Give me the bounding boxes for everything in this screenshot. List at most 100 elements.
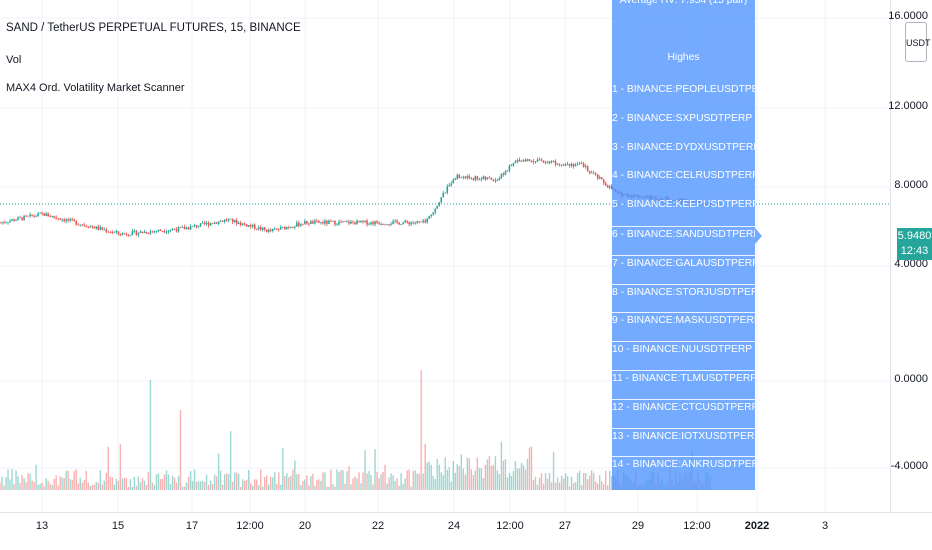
volatility-scanner-table: Average HV: 7.954 (15 pair) Highes 1 - B…: [612, 0, 755, 490]
volume-bar: [490, 465, 493, 490]
volume-bar: [131, 486, 134, 490]
volume-bar: [67, 470, 69, 490]
volume-bar: [578, 470, 581, 490]
candle: [5, 222, 7, 224]
volume-bar: [195, 481, 198, 490]
candle: [55, 217, 57, 219]
candle: [231, 218, 234, 223]
candle: [604, 183, 607, 186]
volume-bar: [498, 474, 501, 490]
candle: [133, 230, 136, 232]
volume-bar: [197, 481, 200, 490]
candle: [384, 224, 386, 226]
candle: [488, 177, 491, 179]
volume-bar: [452, 460, 454, 490]
symbol-legend[interactable]: SAND / TetherUS PERPETUAL FUTURES, 15, B…: [6, 22, 301, 34]
candle: [141, 231, 144, 233]
candle: [444, 192, 447, 194]
volume-bar: [574, 482, 577, 490]
candle: [45, 213, 47, 216]
volume-bar: [611, 475, 613, 490]
candle: [165, 231, 168, 233]
candle: [223, 219, 226, 222]
candle: [239, 222, 242, 225]
volume-bar: [468, 458, 471, 490]
volume-bar: [538, 477, 541, 490]
time-axis[interactable]: 13 15 17 12:00 20 22 24 12:00 27 29 12:00 2022 3: [0, 512, 932, 550]
candle: [163, 231, 166, 233]
volume-bar: [458, 465, 460, 490]
candle: [183, 226, 186, 230]
volume-bar: [15, 470, 17, 490]
volume-bar: [328, 486, 330, 490]
volume-bar: [260, 469, 262, 490]
candle: [490, 178, 493, 180]
candle: [462, 176, 465, 178]
candle: [330, 220, 332, 222]
candle: [534, 161, 537, 163]
volume-bar: [85, 470, 87, 490]
candle: [400, 224, 402, 226]
candle: [552, 161, 555, 163]
candle: [530, 161, 533, 162]
candle: [185, 227, 188, 230]
candle: [89, 226, 92, 228]
volume-bar: [227, 473, 230, 490]
indicator-legend[interactable]: MAX4 Ord. Volatility Market Scanner: [6, 82, 185, 94]
candle: [147, 233, 150, 235]
candle: [17, 217, 19, 221]
candle: [195, 225, 198, 228]
candle: [430, 214, 433, 217]
volume-legend[interactable]: Vol: [6, 54, 22, 66]
candle: [73, 219, 76, 221]
volume-bar: [396, 478, 398, 490]
candle: [15, 220, 17, 221]
scanner-heading: Highes: [667, 52, 700, 63]
candle: [37, 213, 39, 216]
volume-bar: [560, 475, 563, 490]
candle: [380, 224, 382, 225]
volume-bar: [398, 486, 400, 490]
candle: [550, 160, 553, 162]
candle: [51, 215, 53, 217]
volume-bar: [598, 475, 601, 490]
volume-bar: [33, 481, 35, 490]
volume-bar: [332, 484, 334, 490]
price-chart[interactable]: [0, 0, 890, 512]
candle: [442, 193, 445, 198]
volume-bar: [163, 474, 166, 490]
candle: [298, 222, 300, 227]
volume-bar: [264, 476, 266, 490]
bar-countdown: 12:43: [900, 245, 929, 257]
candle: [155, 231, 158, 233]
volume-bar: [47, 480, 49, 490]
currency-button[interactable]: USDT: [905, 22, 931, 62]
candle: [518, 159, 521, 162]
candle: [562, 164, 565, 166]
candle: [294, 226, 296, 228]
volume-bar: [19, 482, 21, 490]
volume-bar: [500, 441, 503, 490]
candle: [193, 225, 196, 227]
scanner-row: 10 - BINANCE:NUUSDTPERP - Volat.: 4.657: [612, 341, 755, 357]
candle: [99, 227, 102, 230]
candle: [350, 221, 352, 224]
candle: [398, 222, 400, 225]
candle: [388, 224, 390, 226]
volume-bar: [550, 482, 553, 490]
volume-bar: [141, 478, 144, 490]
volume-bar: [237, 473, 240, 490]
candle: [498, 177, 501, 180]
candle: [281, 226, 284, 228]
chart-area[interactable]: [0, 0, 890, 512]
candle: [496, 179, 499, 181]
volume-bar: [506, 477, 509, 490]
volume-bar: [77, 483, 79, 490]
volume-bar: [420, 370, 422, 490]
candle: [97, 226, 100, 230]
volume-bar: [482, 478, 485, 490]
volume-bar: [414, 470, 416, 490]
volume-bar: [63, 478, 65, 490]
candle: [13, 219, 15, 221]
candle: [570, 164, 573, 166]
